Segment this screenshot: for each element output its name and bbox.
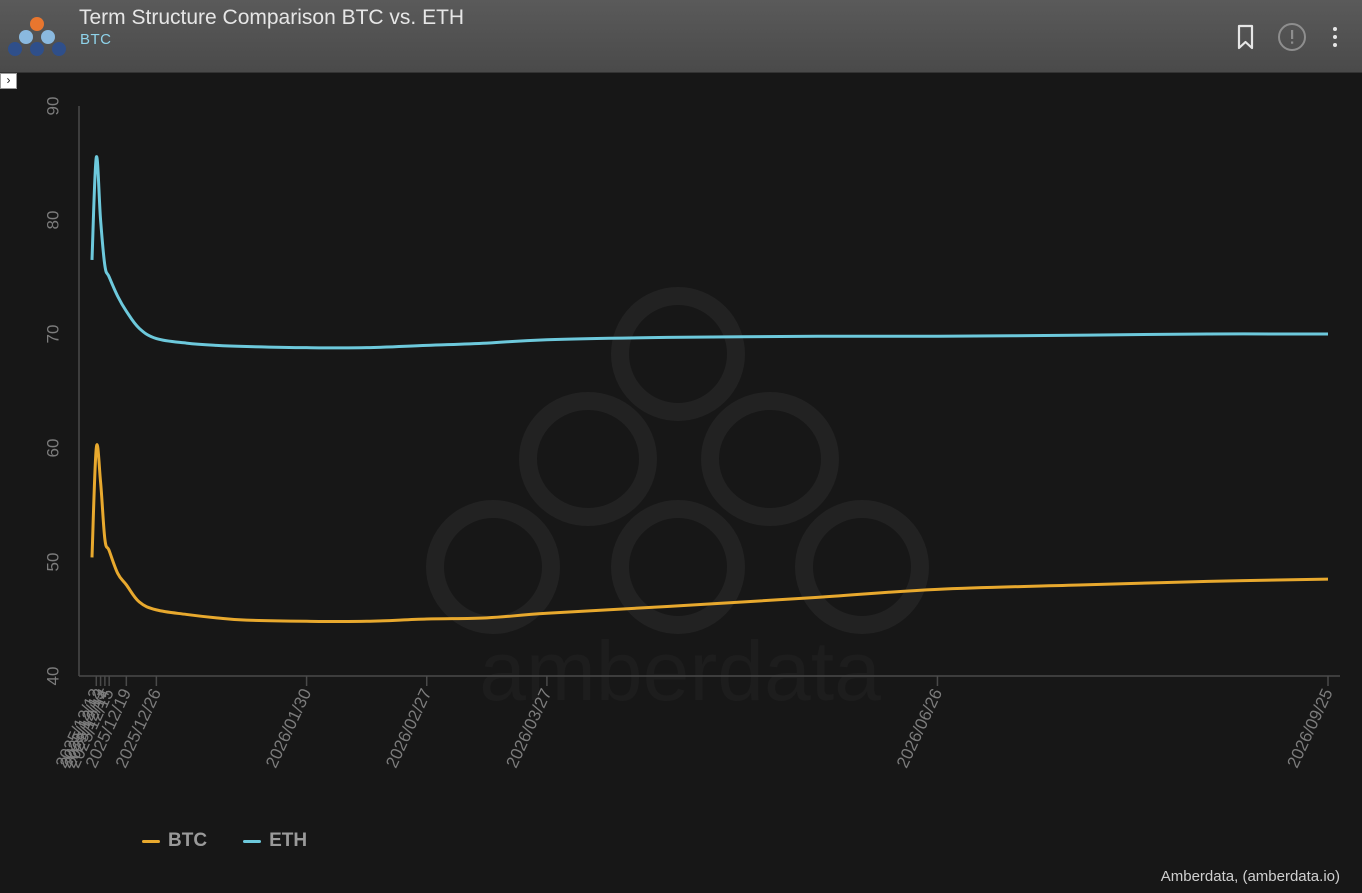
chart-title: Term Structure Comparison BTC vs. ETH	[79, 6, 465, 29]
y-tick-label: 60	[43, 439, 62, 458]
chart-subtitle: BTC	[80, 31, 112, 48]
amberdata-watermark	[426, 287, 929, 634]
y-tick-label: 90	[43, 97, 62, 116]
series-line-eth[interactable]	[90, 155, 1329, 350]
more-vertical-icon	[1333, 27, 1337, 47]
x-tick-label: 2026/02/27	[382, 686, 435, 771]
expand-panel-button[interactable]: ›	[0, 73, 17, 89]
x-tick-label: 2026/09/25	[1283, 686, 1336, 771]
y-tick-label: 40	[43, 667, 62, 686]
chart-header: Term Structure Comparison BTC vs. ETH BT…	[0, 0, 1362, 73]
bookmark-icon	[1237, 24, 1254, 50]
x-tick-label: 2026/06/26	[893, 686, 946, 771]
y-tick-label: 50	[43, 553, 62, 572]
legend-swatch-btc	[142, 839, 160, 843]
x-tick-label: 2026/01/30	[262, 686, 315, 771]
y-tick-label: 80	[43, 211, 62, 230]
legend-item-btc[interactable]: BTC	[142, 830, 207, 852]
y-axis: 40 50 60 70 80 90	[43, 97, 62, 686]
series-line-btc[interactable]	[90, 443, 1329, 624]
more-options-button[interactable]	[1325, 22, 1345, 52]
info-circle-icon	[1278, 23, 1306, 51]
watermark-text: amberdata	[479, 624, 881, 718]
legend-swatch-eth	[243, 839, 262, 843]
legend-item-eth[interactable]: ETH	[243, 830, 307, 852]
chart-legend: BTC ETH	[142, 830, 307, 852]
bookmark-button[interactable]	[1231, 22, 1261, 52]
chevron-right-icon: ›	[6, 73, 11, 87]
series-lines	[90, 155, 1329, 624]
y-tick-label: 70	[43, 325, 62, 344]
legend-label-btc: BTC	[168, 830, 208, 851]
info-button[interactable]	[1277, 22, 1307, 52]
amberdata-logo-icon	[8, 17, 66, 56]
chart-credit: Amberdata, (amberdata.io)	[1160, 868, 1340, 885]
legend-label-eth: ETH	[269, 830, 308, 851]
